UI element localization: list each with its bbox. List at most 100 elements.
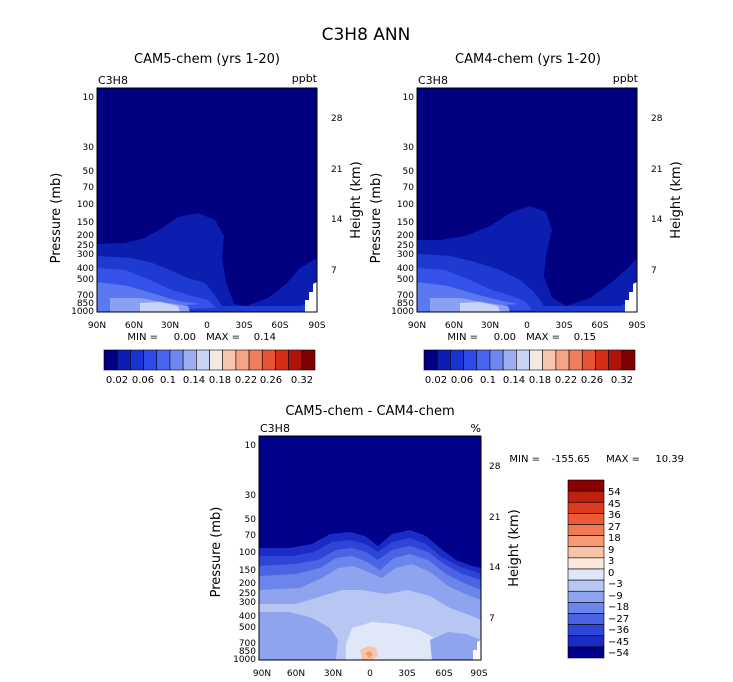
contour-band xyxy=(365,651,373,658)
y-axis-right-title: Height (km) xyxy=(349,161,364,238)
plot-frame xyxy=(258,435,482,661)
colorbar-swatch xyxy=(567,490,605,503)
colorbar-swatch xyxy=(567,513,605,525)
height-tick-label: 14 xyxy=(489,563,501,573)
colorbar-tick-label: 0.26 xyxy=(581,375,603,386)
y-tick-label: 100 xyxy=(239,548,256,558)
y-axis-right-title: Height (km) xyxy=(507,509,522,586)
y-tick-label: 30 xyxy=(245,491,257,501)
x-tick-label: 30S xyxy=(398,669,415,679)
max-label: MAX = xyxy=(606,454,640,465)
colorbar-swatch xyxy=(182,349,197,371)
y-tick-label: 150 xyxy=(77,218,94,228)
y-tick-label: 200 xyxy=(77,231,94,241)
colorbar-tick-label: −54 xyxy=(608,648,629,659)
x-tick-label: 90N xyxy=(408,321,426,331)
variable-label: C3H8 xyxy=(418,74,448,87)
colorbar-swatch xyxy=(235,349,250,371)
colorbar-swatch xyxy=(567,646,605,659)
y-tick-label: 850 xyxy=(397,299,414,309)
y-tick-label: 200 xyxy=(397,231,414,241)
y-tick-label: 70 xyxy=(245,531,257,541)
contour-band xyxy=(305,282,317,312)
colorbar-swatch xyxy=(567,624,605,637)
min-max-readout: MIN = -155.65 MAX = 10.39 xyxy=(509,454,684,465)
colorbar-swatch xyxy=(436,349,451,371)
colorbar-swatch xyxy=(567,590,605,603)
colorbar xyxy=(567,479,605,659)
x-axis: 90N 60N 30N 0 30S 60S 90S xyxy=(88,321,326,331)
colorbar-swatch xyxy=(567,557,605,570)
y-tick-label: 250 xyxy=(397,241,414,251)
colorbar-swatch xyxy=(275,349,289,371)
min-value: 0.00 xyxy=(174,332,196,343)
colorbar-swatch xyxy=(567,635,605,648)
colorbar-swatch xyxy=(116,349,131,371)
y-tick-label: 30 xyxy=(83,143,95,153)
colorbar-tick-label: 3 xyxy=(608,556,614,567)
height-tick-label: 7 xyxy=(489,614,495,624)
colorbar-tick-label: 0.18 xyxy=(529,375,551,386)
y-tick-label: 850 xyxy=(77,299,94,309)
y-axis-left: 10 30 50 70 100 150 200 250 300 400 500 … xyxy=(71,93,94,317)
y-tick-label: 400 xyxy=(397,264,414,274)
colorbar-swatch xyxy=(476,349,491,371)
min-value: 0.00 xyxy=(494,332,516,343)
height-tick-label: 21 xyxy=(331,165,342,175)
variable-label: C3H8 xyxy=(260,422,290,435)
colorbar-tick-label: 36 xyxy=(608,510,621,521)
y-axis-left: 10 30 50 70 100 150 200 250 300 400 500 … xyxy=(391,93,414,317)
colorbar-swatch xyxy=(301,349,316,371)
y-tick-label: 1000 xyxy=(233,655,256,665)
x-axis: 90N 60N 30N 0 30S 60S 90S xyxy=(408,321,646,331)
colorbar-swatch xyxy=(143,349,158,371)
panel-title: CAM5-chem (yrs 1-20) xyxy=(134,52,280,67)
plot-frame xyxy=(96,87,318,313)
colorbar-tick-label: −3 xyxy=(608,579,623,590)
y-axis-left: 10 30 50 70 100 150 200 250 300 400 500 … xyxy=(233,441,256,665)
x-tick-label: 30N xyxy=(324,669,342,679)
y-tick-label: 1000 xyxy=(391,307,414,317)
colorbar-tick-label: 0.14 xyxy=(503,375,525,386)
min-label: MIN = xyxy=(127,332,158,343)
min-value: -155.65 xyxy=(551,454,590,465)
y-tick-label: 300 xyxy=(77,250,94,260)
colorbar-swatch xyxy=(608,349,623,371)
colorbar-swatch xyxy=(261,349,276,371)
colorbar-tick-label: 0.18 xyxy=(209,375,231,386)
colorbar-swatch xyxy=(568,349,583,371)
colorbar-swatch xyxy=(542,349,557,371)
height-tick-label: 21 xyxy=(489,513,500,523)
colorbar-tick-label: 0.22 xyxy=(235,375,257,386)
y-axis-title: Pressure (mb) xyxy=(49,173,64,264)
units-label: ppbt xyxy=(292,72,318,85)
colorbar-swatch xyxy=(567,613,605,625)
colorbar-swatch xyxy=(222,349,237,371)
contour-band xyxy=(473,640,481,660)
y-tick-label: 150 xyxy=(397,218,414,228)
colorbar-swatch xyxy=(209,349,223,371)
panel-difference: CAM5-chem - CAM4-chem C3H8 % 10 30 50 70… xyxy=(209,404,684,679)
contour-band xyxy=(430,632,481,660)
min-max-readout: MIN = 0.00 MAX = 0.15 xyxy=(447,332,596,343)
colorbar-swatch xyxy=(130,349,144,371)
colorbar-tick-label: 0.02 xyxy=(106,375,128,386)
colorbar-tick-label: −9 xyxy=(608,591,623,602)
x-tick-label: 60S xyxy=(435,669,452,679)
y-tick-label: 500 xyxy=(239,623,256,633)
colorbar-tick-label: 0.32 xyxy=(611,375,633,386)
panel-cam5: CAM5-chem (yrs 1-20) C3H8 ppbt 10 30 50 … xyxy=(49,52,364,386)
panel-title: CAM5-chem - CAM4-chem xyxy=(285,404,454,419)
y-axis-right: 28 21 14 7 xyxy=(489,462,501,624)
colorbar-tick-label: 45 xyxy=(608,499,621,510)
height-tick-label: 7 xyxy=(651,266,657,276)
colorbar-tick-label: 0.02 xyxy=(425,375,447,386)
units-label: ppbt xyxy=(613,72,639,85)
colorbar-tick-label: −45 xyxy=(608,637,629,648)
contour-band xyxy=(625,282,637,312)
panel-cam4: CAM4-chem (yrs 1-20) C3H8 ppbt 10 30 50 … xyxy=(369,52,684,386)
colorbar-swatch xyxy=(248,349,263,371)
y-axis-title: Pressure (mb) xyxy=(369,173,384,264)
x-tick-label: 60S xyxy=(271,321,288,331)
colorbar-swatch xyxy=(288,349,303,371)
